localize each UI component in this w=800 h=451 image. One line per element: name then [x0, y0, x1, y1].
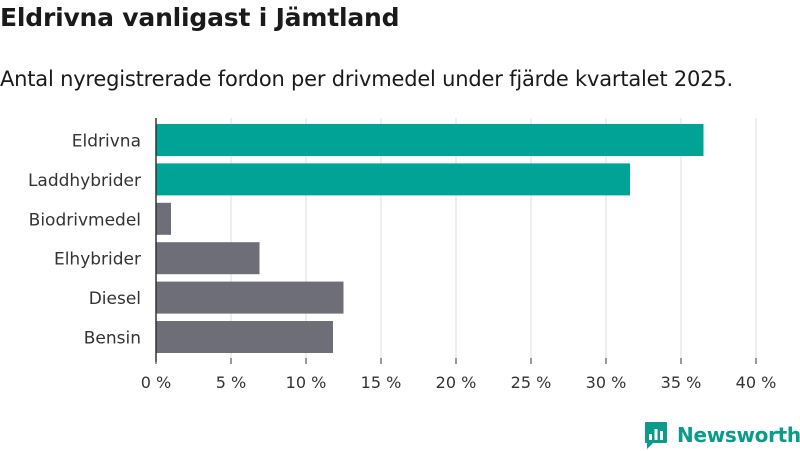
x-tick-label: 5 % — [216, 373, 246, 392]
chart-subtitle: Antal nyregistrerade fordon per drivmede… — [0, 67, 734, 91]
x-tick-label: 0 % — [141, 373, 171, 392]
bar — [156, 124, 704, 156]
category-label: Eldrivna — [72, 132, 141, 152]
bar — [156, 242, 260, 275]
category-label: Biodrivmedel — [29, 210, 141, 230]
chart-title: Eldrivna vanligast i Jämtland — [0, 3, 400, 32]
bar — [156, 163, 630, 196]
brand-name: Newsworthy — [677, 423, 800, 447]
x-tick-label: 40 % — [736, 373, 777, 392]
category-label: Elhybrider — [54, 250, 141, 270]
category-label: Diesel — [89, 289, 141, 309]
x-tick-label: 10 % — [286, 373, 327, 392]
category-label: Laddhybrider — [28, 171, 141, 191]
x-tick-label: 25 % — [511, 373, 552, 392]
newsworthy-logo-icon — [645, 422, 667, 449]
bar — [156, 321, 333, 353]
category-label: Bensin — [84, 329, 141, 349]
x-tick-label: 30 % — [586, 373, 627, 392]
x-tick-label: 35 % — [661, 373, 702, 392]
bar — [156, 281, 344, 314]
x-tick-label: 20 % — [436, 373, 477, 392]
brand-logo: Newsworthy — [644, 419, 800, 451]
x-tick-label: 15 % — [361, 373, 402, 392]
bar — [156, 202, 171, 235]
